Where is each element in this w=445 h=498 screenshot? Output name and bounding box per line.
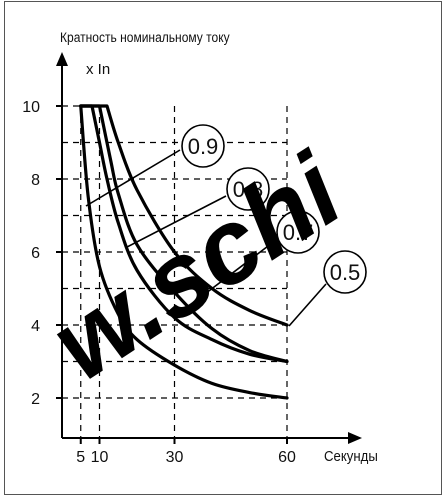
series-label-0.9: 0.9 <box>188 134 219 159</box>
series-bubble-0.5 <box>323 250 367 294</box>
x-axis-arrow <box>348 432 362 444</box>
series-curve-0.5 <box>79 104 289 327</box>
series-bubble-0.7 <box>276 210 320 254</box>
leader-line-0.5 <box>288 283 327 327</box>
leader-line-0.7 <box>192 239 277 304</box>
series-leaders <box>85 149 327 327</box>
series-curve-0.8 <box>79 104 289 364</box>
y-tick-label: 2 <box>31 391 40 408</box>
y-tick-label: 4 <box>31 318 40 335</box>
series-label-0.5: 0.5 <box>330 260 361 285</box>
watermark: w.schi <box>32 131 363 403</box>
y-axis-arrow <box>56 52 68 66</box>
series-bubbles: 0.9 0.8 0.7 0.5 <box>181 124 367 294</box>
series-bubble-0.9 <box>181 124 225 168</box>
leader-line-0.9 <box>85 149 181 207</box>
series-label-0.8: 0.8 <box>233 177 264 202</box>
series-curve-0.7 <box>79 104 289 364</box>
axes <box>56 52 362 444</box>
leader-line-0.8 <box>126 195 227 248</box>
chart-title: Кратность номинальному току <box>60 29 230 45</box>
y-tick-label: 8 <box>31 172 40 189</box>
watermark-text: w.schi <box>32 131 363 403</box>
x-tick-label: 10 <box>91 449 109 466</box>
y-tick-label: 10 <box>22 99 40 116</box>
x-tick-label: 60 <box>278 449 296 466</box>
chart-frame <box>4 1 442 495</box>
series-bubble-0.8 <box>226 167 270 211</box>
axis-ticks: 2 4 6 8 10 5 10 30 60 <box>22 99 296 466</box>
series-label-0.7: 0.7 <box>283 220 314 245</box>
x-tick-label: 30 <box>166 449 184 466</box>
y-tick-label: 6 <box>31 245 40 262</box>
x-axis-label: Секунды <box>324 447 378 464</box>
y-axis-label: x In <box>86 61 110 78</box>
x-tick-label: 5 <box>76 449 85 466</box>
